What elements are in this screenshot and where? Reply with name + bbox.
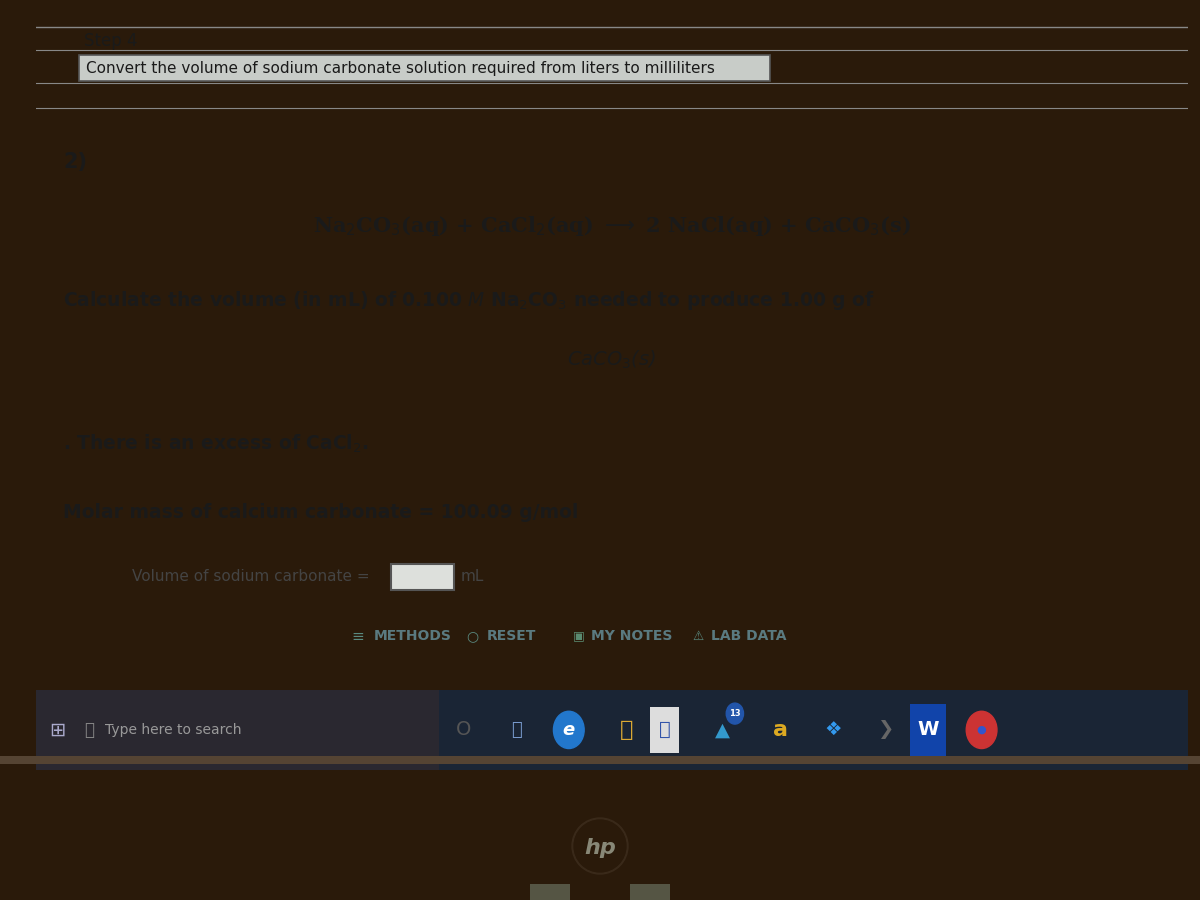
Bar [36, 690, 439, 770]
Bar [439, 690, 1188, 770]
Bar [0, 756, 1200, 764]
Bar [650, 706, 679, 753]
Text: Convert the volume of sodium carbonate solution required from liters to millilit: Convert the volume of sodium carbonate s… [86, 61, 715, 76]
Text: ❯: ❯ [877, 720, 894, 740]
Text: 目: 目 [511, 721, 521, 739]
Circle shape [966, 711, 997, 749]
Text: ○: ○ [467, 629, 479, 643]
Text: hp: hp [584, 838, 616, 858]
Text: Volume of sodium carbonate =: Volume of sodium carbonate = [132, 570, 370, 584]
Text: 2): 2) [62, 152, 86, 172]
Circle shape [726, 703, 744, 724]
Text: ⌕: ⌕ [84, 721, 94, 739]
Text: LAB DATA: LAB DATA [710, 629, 786, 643]
Bar [530, 884, 570, 900]
Text: MY NOTES: MY NOTES [590, 629, 672, 643]
Text: ⚠: ⚠ [692, 630, 704, 643]
Text: Molar mass of calcium carbonate = 100.09 g/mol: Molar mass of calcium carbonate = 100.09… [62, 503, 578, 522]
Text: ❖: ❖ [824, 720, 841, 740]
Text: CaCO$_3$(s): CaCO$_3$(s) [568, 348, 656, 371]
Bar [79, 56, 770, 81]
Text: a: a [773, 720, 787, 740]
Text: Calculate the volume (in mL) of 0.100 $\mathbf{\it{M}}$ Na$_2$CO$_3$ needed to p: Calculate the volume (in mL) of 0.100 $\… [62, 289, 875, 312]
Circle shape [553, 711, 584, 749]
Text: . There is an excess of CaCl$_2$.: . There is an excess of CaCl$_2$. [62, 432, 368, 454]
Text: O: O [456, 720, 470, 740]
Text: ▣: ▣ [572, 630, 584, 643]
Text: mL: mL [461, 570, 484, 584]
Text: W: W [917, 720, 938, 740]
Circle shape [574, 820, 626, 872]
Text: ▲: ▲ [715, 720, 730, 740]
Bar [391, 564, 454, 590]
Text: RESET: RESET [487, 629, 536, 643]
Text: 🛍: 🛍 [659, 720, 671, 740]
Text: 📁: 📁 [619, 720, 634, 740]
Bar [630, 884, 670, 900]
Text: Na$_2$CO$_3$(aq) + CaCl$_2$(aq) $\longrightarrow$ 2 NaCl(aq) + CaCO$_3$(s): Na$_2$CO$_3$(aq) + CaCl$_2$(aq) $\longri… [313, 214, 911, 238]
Text: ●: ● [977, 724, 986, 735]
Text: 13: 13 [730, 709, 740, 718]
Text: Step 4: Step 4 [84, 32, 138, 50]
Text: ≡: ≡ [352, 629, 364, 643]
Text: ⊞: ⊞ [49, 720, 65, 740]
Circle shape [572, 818, 628, 874]
Text: Type here to search: Type here to search [106, 723, 241, 737]
Text: e: e [563, 721, 575, 739]
Text: METHODS: METHODS [374, 629, 451, 643]
Bar [910, 705, 946, 755]
